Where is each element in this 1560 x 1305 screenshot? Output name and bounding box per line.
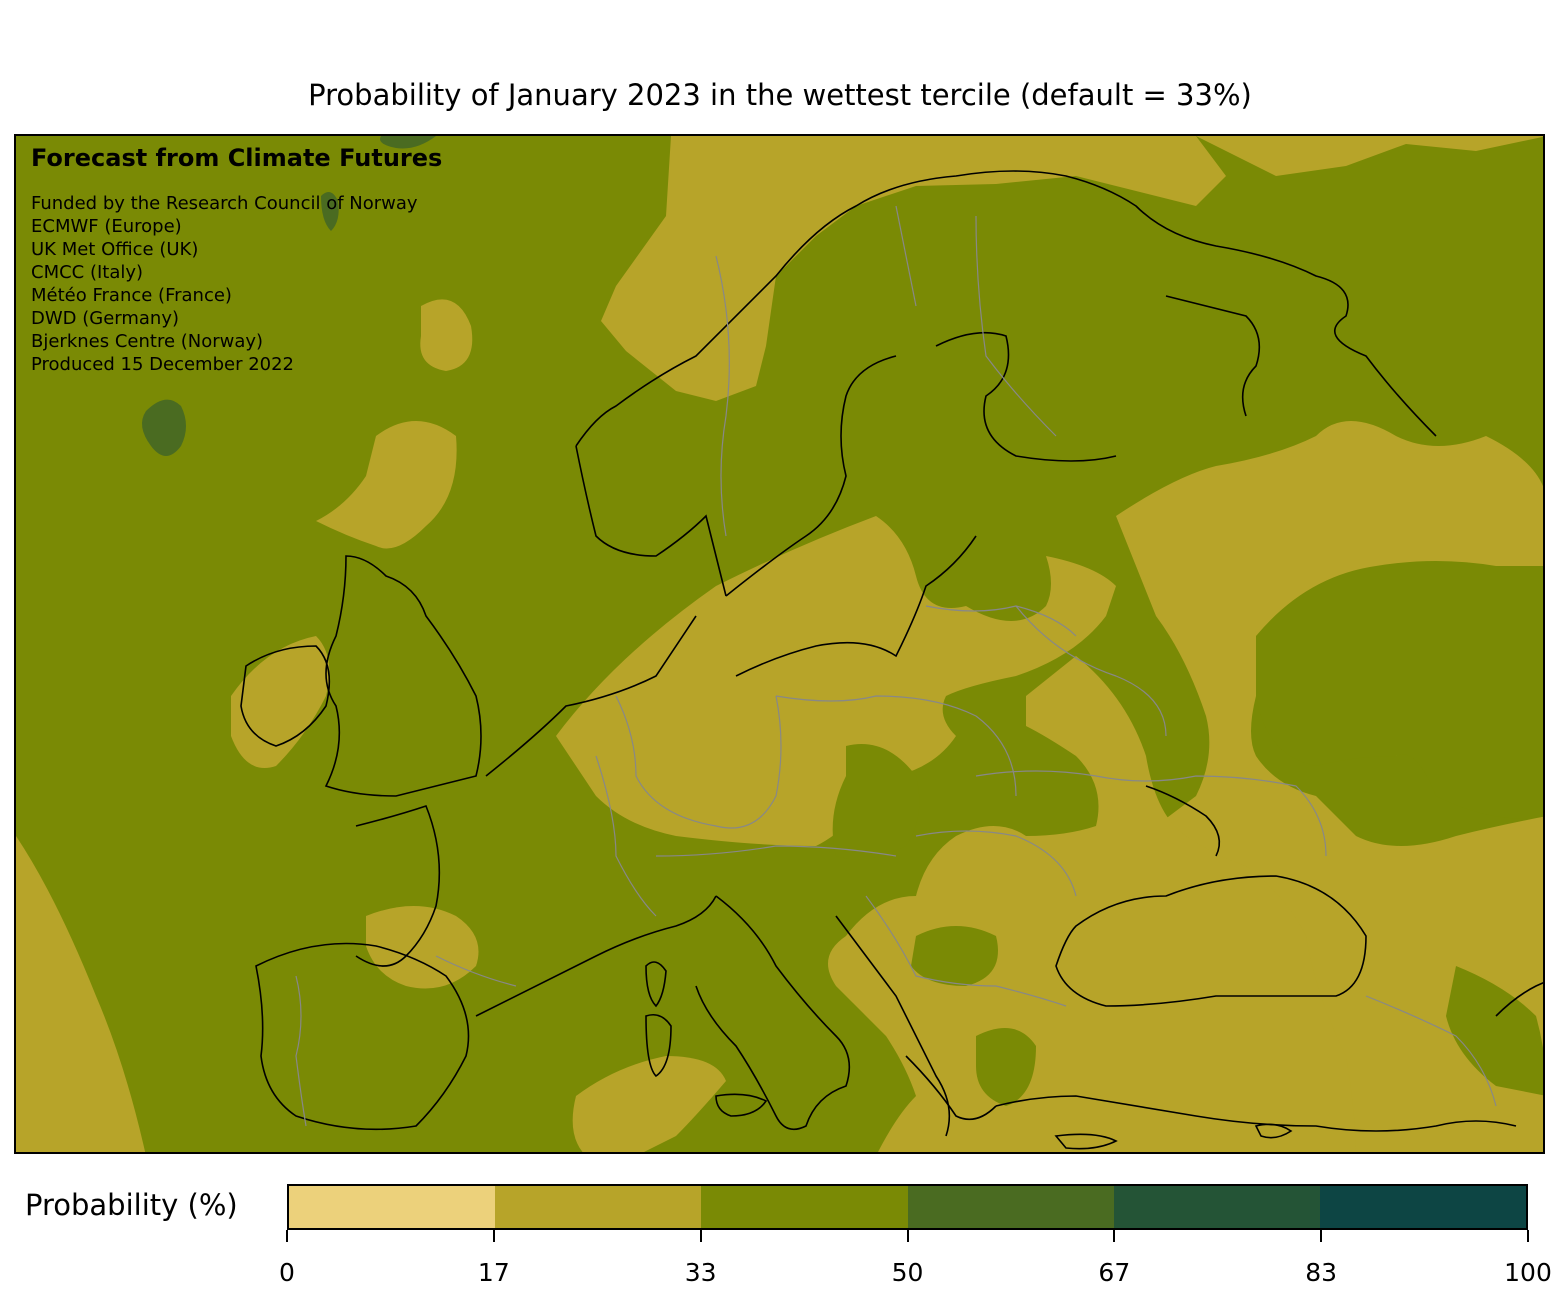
region-central-east: [828, 656, 1356, 1152]
colorbar-tick-label: 0: [279, 1258, 295, 1287]
coast-ireland: [240, 645, 331, 747]
credit-line-meteofrance: Météo France (France): [31, 285, 232, 306]
region-north-iberia: [366, 906, 479, 989]
region-north-dark: [321, 192, 339, 231]
border-france-spain: [435, 955, 517, 987]
border-portugal: [295, 975, 307, 1127]
border-alps: [655, 845, 897, 857]
map-canvas: [16, 136, 1543, 1152]
country-borders: [295, 205, 1497, 1127]
region-top-dark: [380, 136, 436, 149]
colorbar-label: Probability (%): [25, 1188, 238, 1222]
border-sweden-finland: [895, 205, 917, 307]
colorbar-bin-0: [289, 1186, 496, 1228]
tercile-33-50-islands: [832, 561, 1543, 1106]
region-atlantic-dark: [142, 399, 186, 456]
coast-crete: [1054, 1133, 1118, 1150]
region-balkans-green: [911, 926, 998, 986]
colorbar-tick-mark: [699, 1230, 702, 1242]
region-atlantic-blob: [420, 299, 473, 371]
coastlines: [240, 170, 1543, 1150]
coast-white-sea: [1165, 295, 1261, 417]
coast-greece: [905, 1055, 997, 1121]
coast-sicily: [715, 1093, 768, 1117]
colorbar-bin-4: [1113, 1186, 1320, 1228]
region-southwest-atlantic: [16, 836, 146, 1152]
credit-line-produced: Produced 15 December 2022: [31, 354, 295, 375]
credit-line-dwd: DWD (Germany): [31, 308, 180, 329]
tercile-17-33-regions: [16, 136, 1543, 1152]
colorbar-tick-mark: [1527, 1230, 1529, 1242]
coast-sardinia: [645, 1013, 672, 1078]
border-ukraine: [975, 770, 1327, 857]
colorbar-tick-mark: [286, 1230, 288, 1242]
coast-italy: [695, 895, 851, 1131]
colorbar-tick-mark: [1113, 1230, 1116, 1242]
coast-caspian: [1495, 981, 1543, 1017]
border-france-east: [595, 755, 657, 917]
border-poland: [775, 695, 1017, 797]
colorbar-tick-label: 50: [891, 1258, 924, 1287]
border-belarus: [1015, 605, 1167, 737]
colorbar-tick-mark: [906, 1230, 909, 1242]
region-caucasus-green: [1446, 966, 1543, 1096]
colorbar-bin-3: [907, 1186, 1114, 1228]
border-baltic-states: [925, 605, 1077, 637]
coast-mediterranean-north: [475, 895, 717, 1017]
credit-line-bjerknes: Bjerknes Centre (Norway): [31, 331, 264, 352]
credit-line-funding: Funded by the Research Council of Norway: [31, 193, 418, 214]
coast-black-sea: [1055, 875, 1367, 1007]
region-west-of-scotland: [316, 421, 457, 549]
coast-france: [355, 805, 441, 967]
colorbar-tick-label: 67: [1098, 1258, 1131, 1287]
tercile-50-67-regions: [142, 136, 436, 456]
border-balkans-inner: [865, 895, 1067, 1007]
colorbar-tick-mark: [492, 1230, 495, 1242]
region-northern-europe: [556, 516, 1116, 846]
coast-norway-south: [575, 445, 727, 597]
border-turkey-east: [1365, 995, 1497, 1107]
coast-corsica: [645, 961, 667, 1008]
colorbar-tick-label: 83: [1305, 1258, 1338, 1287]
region-russia-green: [1256, 561, 1543, 819]
region-aegean-green: [976, 1028, 1036, 1106]
coast-finland: [935, 331, 1117, 462]
region-north-atlantic: [601, 136, 1543, 401]
border-norway-sweden: [715, 255, 730, 537]
border-germany: [615, 695, 782, 829]
credit-line-ukmo: UK Met Office (UK): [31, 239, 199, 260]
colorbar-tick-label: 17: [477, 1258, 510, 1287]
credits-headline: Forecast from Climate Futures: [31, 144, 443, 172]
credit-line-cmcc: CMCC (Italy): [31, 262, 144, 283]
colorbar-tick-mark: [1320, 1230, 1323, 1242]
region-south-italy: [572, 1056, 726, 1152]
colorbar-bin-1: [495, 1186, 702, 1228]
coast-north-sea: [485, 615, 697, 777]
colorbar-bin-5: [1319, 1186, 1527, 1228]
colorbar-bin-2: [701, 1186, 908, 1228]
border-finland-russia: [975, 215, 1057, 437]
map-title: Probability of January 2023 in the wette…: [308, 78, 1252, 112]
colorbar: [287, 1184, 1528, 1230]
coast-scandinavia: [575, 170, 1437, 447]
coast-great-britain: [324, 555, 482, 797]
coast-iberia: [255, 942, 470, 1131]
forecast-credits: Forecast from Climate Futures Funded by …: [31, 144, 442, 376]
coast-azov: [1145, 785, 1221, 857]
probability-map: Forecast from Climate Futures Funded by …: [14, 134, 1545, 1154]
coast-baltic: [735, 535, 977, 677]
colorbar-tick-label: 33: [684, 1258, 717, 1287]
region-central-europe-green: [832, 744, 920, 860]
credit-line-ecmwf: ECMWF (Europe): [31, 216, 182, 237]
coast-turkey: [995, 1095, 1517, 1132]
border-romania: [915, 830, 1077, 897]
colorbar-tick-label: 100: [1504, 1258, 1552, 1287]
coast-sweden: [725, 355, 897, 597]
coast-cyprus: [1254, 1123, 1293, 1139]
